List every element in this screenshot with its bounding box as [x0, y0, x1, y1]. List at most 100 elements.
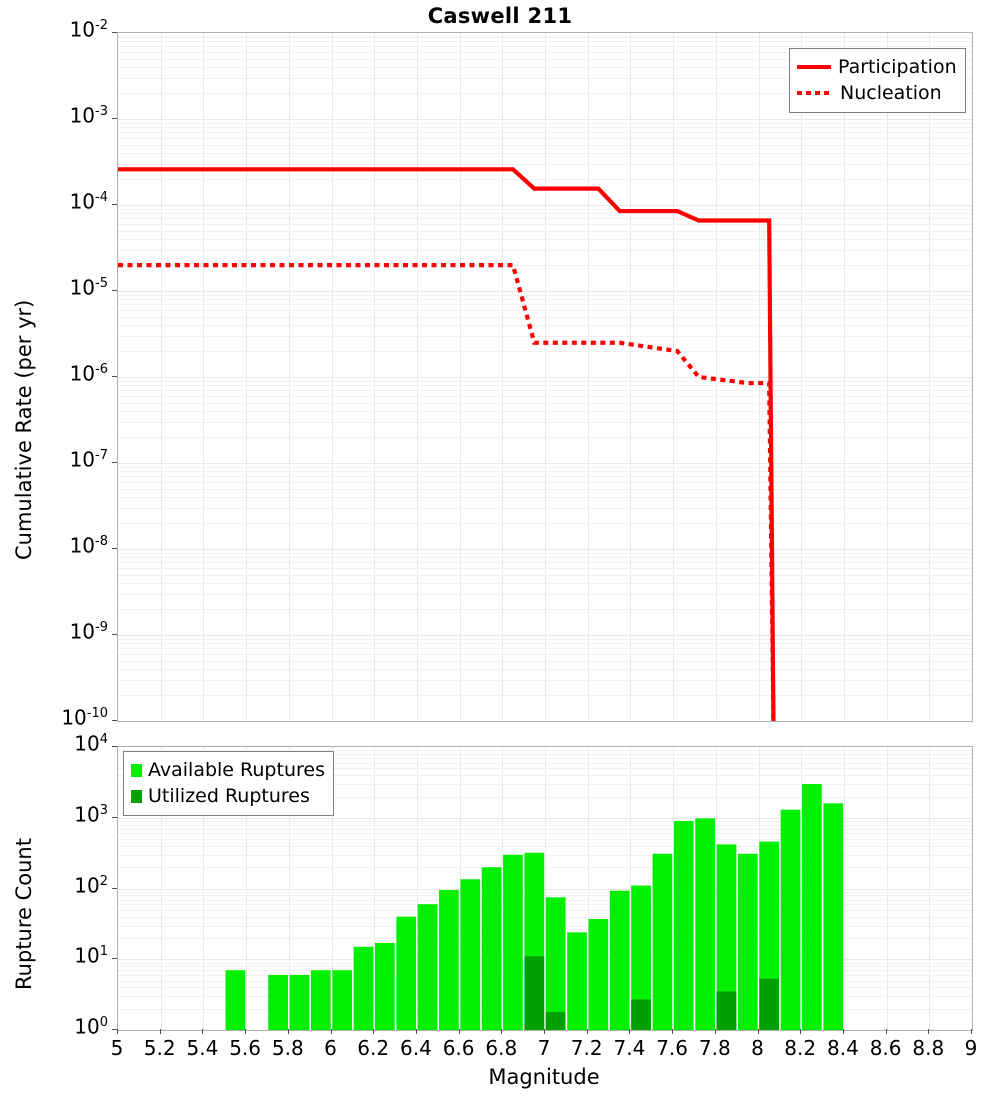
top-panel-y-tick-label: 10-8 [69, 533, 108, 558]
x-tick-label: 8.8 [912, 1036, 945, 1060]
top-grid-line-minor [118, 669, 972, 671]
top-grid-line-horizontal [118, 549, 972, 550]
top-grid-line-minor [118, 179, 972, 181]
x-tick-mark [202, 1029, 204, 1034]
bottom-grid-line-minor [118, 1008, 972, 1010]
top-grid-line-minor [118, 351, 972, 353]
x-tick-label: 6.6 [442, 1036, 475, 1060]
top-grid-line-minor [118, 574, 972, 576]
top-panel-y-tick-mark [112, 118, 117, 119]
bottom-grid-line-horizontal [118, 888, 972, 890]
top-panel-y-axis-label: Cumulative Rate (per yr) [12, 299, 36, 560]
legend-item-participation: Participation [797, 54, 957, 80]
top-panel: Cumulative Rate (per yr) 10-2 10-3 10-4 10-… [12, 19, 973, 730]
top-grid-line-minor [118, 144, 972, 146]
available-rupture-bar [823, 803, 844, 1030]
x-tick-label: 7.6 [656, 1036, 688, 1060]
top-panel-y-tick-label: 10-3 [69, 103, 108, 128]
x-tick-label: 5.6 [229, 1036, 261, 1060]
top-grid-line-minor [118, 497, 972, 499]
top-grid-line-minor [118, 218, 972, 220]
available-rupture-bar [460, 879, 481, 1030]
bottom-grid-line-minor [118, 962, 972, 964]
x-tick-mark [971, 1029, 972, 1034]
available-rupture-bar [609, 890, 630, 1030]
top-grid-line-minor [118, 325, 972, 327]
x-tick-label: 5.4 [186, 1036, 219, 1060]
top-grid-line-minor [118, 93, 972, 95]
top-panel-y-tick-label: 10-5 [69, 275, 108, 300]
available-rupture-bar [695, 818, 715, 1030]
figure-title: Caswell 211 [427, 4, 573, 28]
top-panel-y-tick-mark [112, 462, 117, 463]
top-grid-line-minor [118, 562, 972, 564]
top-grid-line-minor [118, 127, 972, 129]
x-tick-label: 8.4 [826, 1036, 859, 1060]
x-tick-label: 9 [964, 1036, 978, 1060]
top-grid-line-minor [118, 316, 972, 318]
available-rupture-bar [545, 897, 566, 1030]
top-grid-line-minor [118, 396, 972, 398]
top-grid-line-minor [118, 230, 972, 232]
bottom-grid-line-minor [118, 750, 972, 752]
top-grid-line-minor [118, 654, 972, 656]
available-rupture-bar [332, 970, 353, 1030]
available-rupture-bar [673, 820, 694, 1030]
bottom-panel-y-tick-label: 102 [74, 873, 108, 898]
top-panel-plot-area [117, 32, 973, 722]
top-grid-line-minor [118, 122, 972, 124]
top-panel-y-tick-label: 10-6 [69, 361, 108, 386]
x-tick-mark [373, 1029, 375, 1034]
x-tick-mark [629, 1029, 631, 1034]
bottom-panel-legend: Available Ruptures Utilized Ruptures [123, 751, 334, 816]
x-tick-mark [885, 1029, 887, 1034]
top-panel-y-tick-label: 10-4 [69, 189, 108, 214]
bottom-grid-line-minor [118, 762, 972, 764]
bottom-grid-line-minor [118, 796, 972, 798]
top-grid-line-minor [118, 304, 972, 306]
bottom-grid-line-horizontal [118, 817, 972, 819]
available-rupture-bar [396, 916, 417, 1030]
x-tick-mark [842, 1029, 844, 1034]
x-tick-mark [458, 1029, 460, 1034]
x-tick-label: 5.2 [143, 1036, 176, 1060]
utilized-rupture-bar [524, 956, 545, 1030]
top-grid-line-minor [118, 695, 972, 697]
top-grid-line-minor [118, 594, 972, 595]
bottom-grid-line-minor [118, 916, 972, 918]
available-rupture-bar [588, 919, 609, 1030]
bottom-grid-line-minor [118, 768, 972, 770]
top-grid-line-minor [118, 41, 972, 43]
bottom-grid-line-minor [118, 775, 972, 777]
x-tick-mark [800, 1029, 802, 1034]
x-tick-mark [117, 1029, 118, 1034]
x-tick-mark [501, 1029, 503, 1034]
bottom-grid-line-minor [118, 824, 972, 826]
legend-label-nucleation: Nucleation [840, 82, 942, 104]
bottom-panel: Rupture Count 104 103 102 101 100 5 5.2 5.4 5.6… [0, 733, 1000, 1100]
top-grid-line-horizontal [118, 119, 972, 120]
top-panel-y-tick-label: 10-10 [61, 705, 108, 730]
available-ruptures-swatch-icon [131, 763, 142, 777]
top-grid-line-minor [118, 660, 972, 662]
top-grid-line-minor [118, 643, 972, 645]
top-panel-y-tick-label: 10-9 [69, 619, 108, 644]
top-grid-line-minor [118, 482, 972, 484]
x-tick-label: 8.2 [784, 1036, 817, 1060]
bottom-grid-line-minor [118, 938, 972, 939]
top-panel-legend: Participation Nucleation [789, 48, 966, 113]
top-grid-line-minor [118, 488, 972, 490]
available-rupture-bar [802, 783, 822, 1030]
bottom-panel-y-tick-label: 101 [74, 943, 108, 968]
top-grid-line-minor [118, 164, 972, 165]
top-grid-line-minor [118, 224, 972, 226]
top-grid-line-minor [118, 552, 972, 554]
bottom-grid-line-minor [118, 753, 972, 755]
top-panel-curve-nucleation [118, 263, 776, 721]
nucleation-dotted-line-swatch-icon [797, 91, 831, 95]
bottom-grid-line-minor [118, 925, 972, 927]
x-tick-label: 6.4 [399, 1036, 432, 1060]
utilized-ruptures-swatch-icon [131, 789, 142, 803]
available-rupture-bar [289, 974, 310, 1030]
